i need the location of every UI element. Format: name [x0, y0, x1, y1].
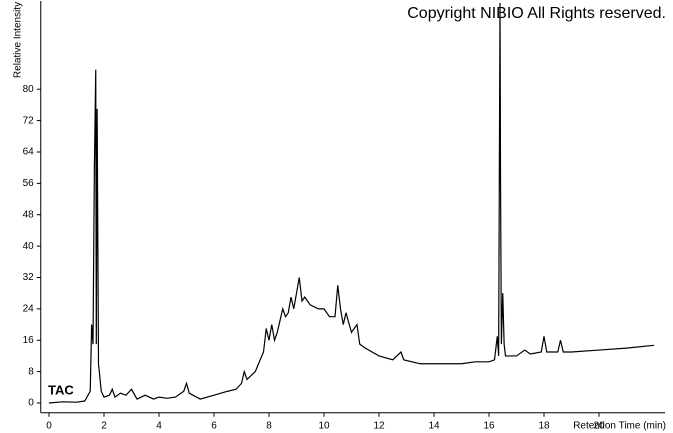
y-tick-label: 32 [23, 272, 35, 283]
x-tick-label: 14 [428, 420, 440, 431]
y-tick-label: 48 [23, 209, 35, 220]
y-axis-label: Relative Intensity [13, 2, 24, 78]
x-tick-label: 16 [483, 420, 495, 431]
x-tick-label: 12 [373, 420, 385, 431]
x-tick-label: 10 [318, 420, 330, 431]
x-tick-label: 6 [211, 420, 217, 431]
chromatogram-line [48, 2, 655, 404]
x-tick-label: 2 [101, 420, 107, 431]
x-axis-label: Retention Time (min) [573, 421, 666, 432]
y-tick-label: 24 [23, 304, 35, 315]
y-tick-label: 16 [23, 335, 35, 346]
y-tick-label: 8 [28, 366, 34, 377]
y-tick-label: 72 [23, 115, 35, 126]
x-tick-label: 20 [593, 420, 605, 431]
y-tick-label: 64 [23, 147, 35, 158]
y-tick-label: 40 [23, 241, 35, 252]
y-tick-label: 80 [23, 84, 35, 95]
x-tick-label: 18 [538, 420, 550, 431]
y-tick-label: 0 [28, 398, 34, 409]
x-tick-label: 4 [156, 420, 162, 431]
x-tick-label: 8 [266, 420, 272, 431]
trace-label: TAC [48, 382, 74, 397]
copyright: Copyright NIBIO All Rights reserved. [407, 5, 666, 22]
y-tick-label: 56 [23, 178, 35, 189]
x-tick-label: 0 [46, 420, 52, 431]
